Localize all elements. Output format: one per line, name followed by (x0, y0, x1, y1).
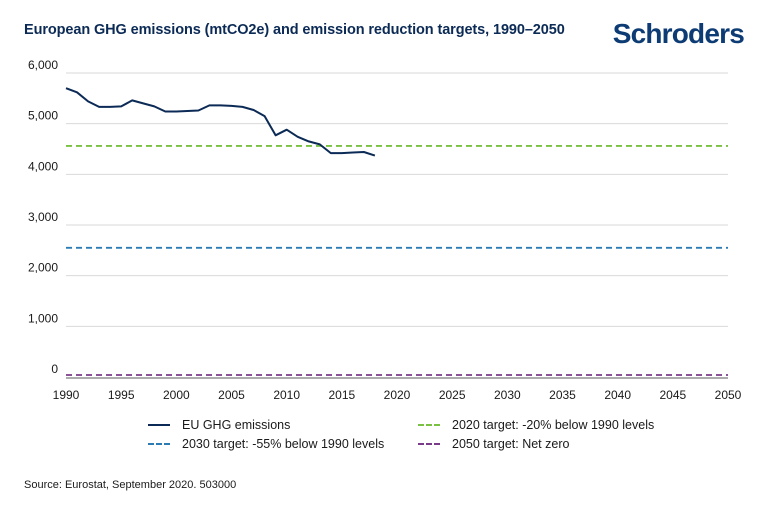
legend-item-eu-emissions: EU GHG emissions (148, 418, 290, 432)
legend-item-2030-target: 2030 target: -55% below 1990 levels (148, 437, 384, 451)
legend-swatch-eu-emissions (148, 424, 170, 426)
legend-label-2050-target: 2050 target: Net zero (452, 437, 570, 451)
legend-swatch-2050-target (418, 443, 440, 445)
x-tick-label-1990: 1990 (53, 388, 80, 402)
x-tick-label-2020: 2020 (384, 388, 411, 402)
x-tick-label-2030: 2030 (494, 388, 521, 402)
x-tick-label-2025: 2025 (439, 388, 466, 402)
x-tick-label-1995: 1995 (108, 388, 135, 402)
x-tick-label-2045: 2045 (659, 388, 686, 402)
x-tick-label-2035: 2035 (549, 388, 576, 402)
x-tick-label-2005: 2005 (218, 388, 245, 402)
y-tick-label-3000: 3,000 (28, 210, 58, 224)
eu-emissions-line (65, 87, 376, 157)
x-tick-label-2040: 2040 (604, 388, 631, 402)
legend-item-2020-target: 2020 target: -20% below 1990 levels (418, 418, 654, 432)
chart-title: European GHG emissions (mtCO2e) and emis… (24, 22, 565, 38)
source-note: Source: Eurostat, September 2020. 503000 (24, 479, 237, 491)
y-tick-label-1000: 1,000 (28, 311, 58, 325)
y-tick-label-6000: 6,000 (28, 58, 58, 72)
legend-label-eu-emissions: EU GHG emissions (182, 418, 291, 432)
legend-label-2030-target: 2030 target: -55% below 1990 levels (182, 437, 385, 451)
x-tick-label-2015: 2015 (328, 388, 355, 402)
x-tick-label-2050: 2050 (715, 388, 742, 402)
legend-item-2050-target: 2050 target: Net zero (418, 437, 569, 451)
y-tick-label-5000: 5,000 (28, 109, 58, 123)
y-tick-label-0: 0 (51, 362, 58, 376)
x-tick-label-2010: 2010 (273, 388, 300, 402)
y-tick-label-2000: 2,000 (28, 261, 58, 275)
brand-logo: Schroders (612, 18, 745, 49)
legend-label-2020-target: 2020 target: -20% below 1990 levels (452, 418, 655, 432)
y-tick-label-4000: 4,000 (28, 159, 58, 173)
legend-swatch-2020-target (418, 424, 440, 426)
legend-swatch-2030-target (148, 443, 170, 445)
x-tick-label-2000: 2000 (163, 388, 190, 402)
